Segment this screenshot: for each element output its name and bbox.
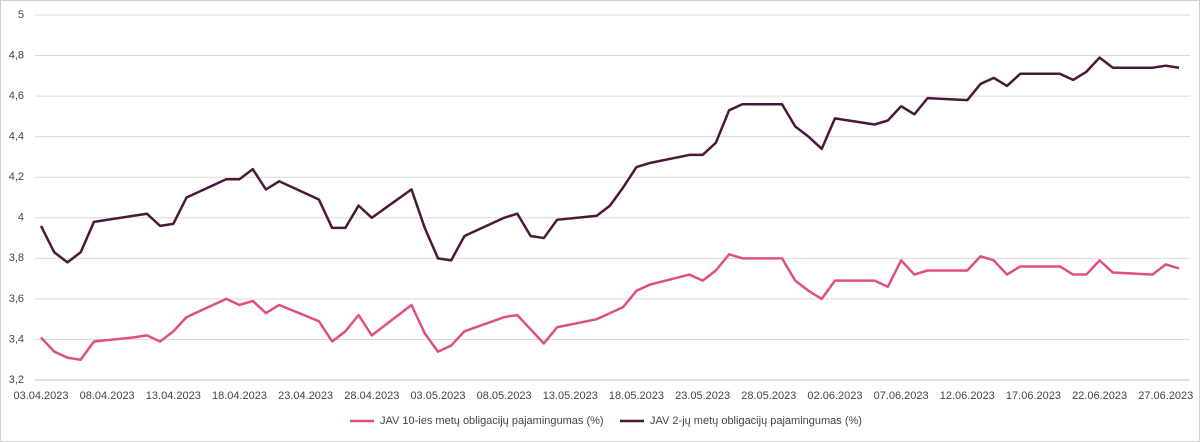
x-tick-label: 17.06.2023 — [1006, 390, 1061, 402]
x-tick-label: 07.06.2023 — [874, 390, 929, 402]
x-tick-label: 02.06.2023 — [807, 390, 862, 402]
x-tick-label: 28.04.2023 — [344, 390, 399, 402]
y-tick-label: 3,8 — [9, 252, 24, 264]
x-tick-label: 18.05.2023 — [609, 390, 664, 402]
legend-label: JAV 2-jų metų obligacijų pajamingumas (%… — [650, 415, 862, 427]
x-tick-label: 12.06.2023 — [940, 390, 995, 402]
series-line — [39, 56, 1180, 264]
series-line — [40, 253, 1180, 361]
x-tick-label: 08.04.2023 — [80, 390, 135, 402]
x-tick-label: 18.04.2023 — [212, 390, 267, 402]
legend-label: JAV 10-ies metų obligacijų pajamingumas … — [380, 415, 604, 427]
y-tick-label: 4,8 — [9, 49, 24, 61]
x-tick-label: 23.05.2023 — [675, 390, 730, 402]
y-tick-label: 3,6 — [9, 293, 24, 305]
x-tick-label: 03.04.2023 — [13, 390, 68, 402]
y-tick-label: 4,2 — [9, 171, 24, 183]
x-tick-label: 13.04.2023 — [146, 390, 201, 402]
x-tick-label: 13.05.2023 — [543, 390, 598, 402]
y-tick-label: 4,4 — [9, 131, 24, 143]
y-tick-label: 4,6 — [9, 90, 24, 102]
x-tick-label: 27.06.2023 — [1138, 390, 1193, 402]
x-tick-label: 03.05.2023 — [410, 390, 465, 402]
y-tick-label: 5 — [18, 9, 24, 21]
y-tick-label: 3,2 — [9, 374, 24, 386]
x-tick-label: 23.04.2023 — [278, 390, 333, 402]
y-tick-label: 3,4 — [9, 333, 24, 345]
x-tick-label: 22.06.2023 — [1072, 390, 1127, 402]
x-tick-label: 08.05.2023 — [477, 390, 532, 402]
y-tick-label: 4 — [18, 212, 24, 224]
x-tick-label: 28.05.2023 — [741, 390, 796, 402]
